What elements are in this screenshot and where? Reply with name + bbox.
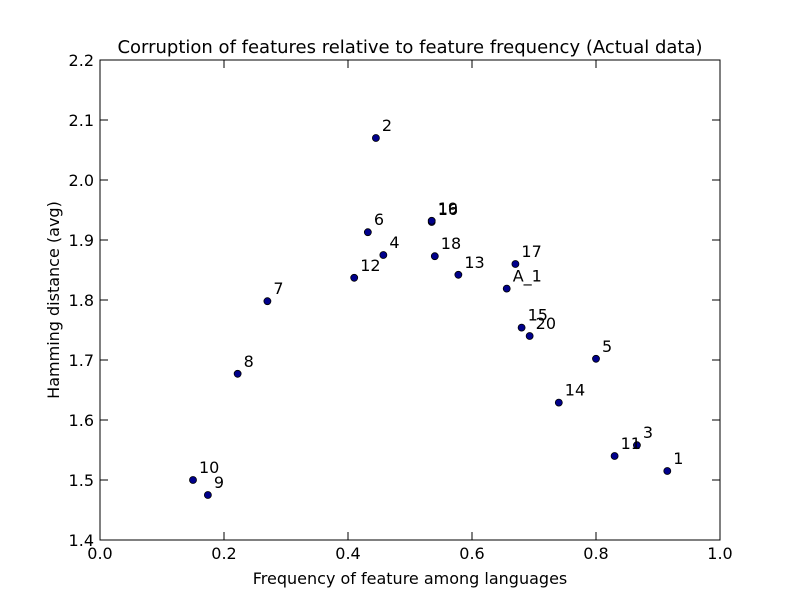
- y-tick-label: 1.4: [69, 531, 94, 550]
- data-point-18: [430, 252, 439, 261]
- point-label: 20: [536, 314, 556, 333]
- x-tick-label: 1.0: [707, 544, 732, 563]
- point-label: 17: [521, 242, 541, 261]
- data-point-5: [592, 354, 600, 363]
- point-label: 16: [438, 200, 458, 219]
- point-label: 4: [389, 233, 399, 252]
- x-tick-label: 0.0: [87, 544, 112, 563]
- point-label: 19: [438, 199, 458, 218]
- data-point-8: [233, 369, 242, 378]
- point-label: 11: [621, 434, 641, 453]
- data-point-9: [203, 491, 212, 499]
- x-axis-label: Frequency of feature among languages: [253, 569, 568, 588]
- data-point-12: [350, 273, 359, 282]
- point-label: 6: [374, 210, 384, 229]
- data-point-a-1: [502, 284, 511, 293]
- data-point-4: [379, 251, 388, 259]
- y-tick-label: 2.1: [69, 111, 94, 130]
- point-label: 18: [441, 234, 461, 253]
- chart-title: Corruption of features relative to featu…: [117, 37, 702, 58]
- data-point-15: [517, 323, 526, 332]
- point-label: 12: [360, 256, 380, 275]
- point-label: 1: [673, 449, 683, 468]
- data-point-20: [525, 332, 534, 340]
- data-point-11: [610, 452, 619, 460]
- x-axis-ticks: 0.0 0.2 0.4 0.6 0.8 1.0: [87, 60, 733, 563]
- point-label: 9: [214, 473, 224, 492]
- x-tick-label: 0.4: [335, 544, 360, 563]
- y-tick-label: 1.5: [69, 471, 94, 490]
- point-label: A_1: [513, 267, 542, 287]
- data-point-2: [371, 134, 380, 142]
- point-label: 2: [382, 116, 392, 135]
- data-point-7: [263, 297, 272, 306]
- data-point-14: [554, 398, 563, 407]
- point-label: 5: [602, 337, 612, 356]
- y-tick-label: 1.8: [69, 291, 94, 310]
- x-tick-label: 0.8: [583, 544, 608, 563]
- point-label: 7: [273, 279, 283, 298]
- point-label: 8: [244, 352, 254, 371]
- data-point-3: [633, 441, 641, 450]
- data-point-10: [189, 476, 197, 484]
- data-point-1: [663, 467, 672, 475]
- point-label: 13: [464, 253, 484, 272]
- point-label: 10: [199, 458, 219, 477]
- data-point-19: [427, 216, 436, 225]
- data-points: [189, 134, 672, 499]
- point-label: 14: [565, 381, 585, 400]
- y-axis-ticks: 1.4 1.5 1.6 1.7 1.8 1.9 2.0 2.1 2.2: [69, 51, 720, 550]
- data-point-17: [511, 260, 520, 268]
- point-label: 3: [643, 423, 653, 442]
- data-point-13: [454, 270, 463, 279]
- y-axis-label: Hamming distance (avg): [44, 201, 63, 399]
- point-label: 15: [528, 306, 548, 325]
- y-tick-label: 2.2: [69, 51, 94, 70]
- y-tick-label: 2.0: [69, 171, 94, 190]
- y-tick-label: 1.9: [69, 231, 94, 250]
- x-tick-label: 0.2: [211, 544, 236, 563]
- x-tick-label: 0.6: [459, 544, 484, 563]
- data-point-6: [363, 228, 372, 237]
- y-tick-label: 1.6: [69, 411, 94, 430]
- y-tick-label: 1.7: [69, 351, 94, 370]
